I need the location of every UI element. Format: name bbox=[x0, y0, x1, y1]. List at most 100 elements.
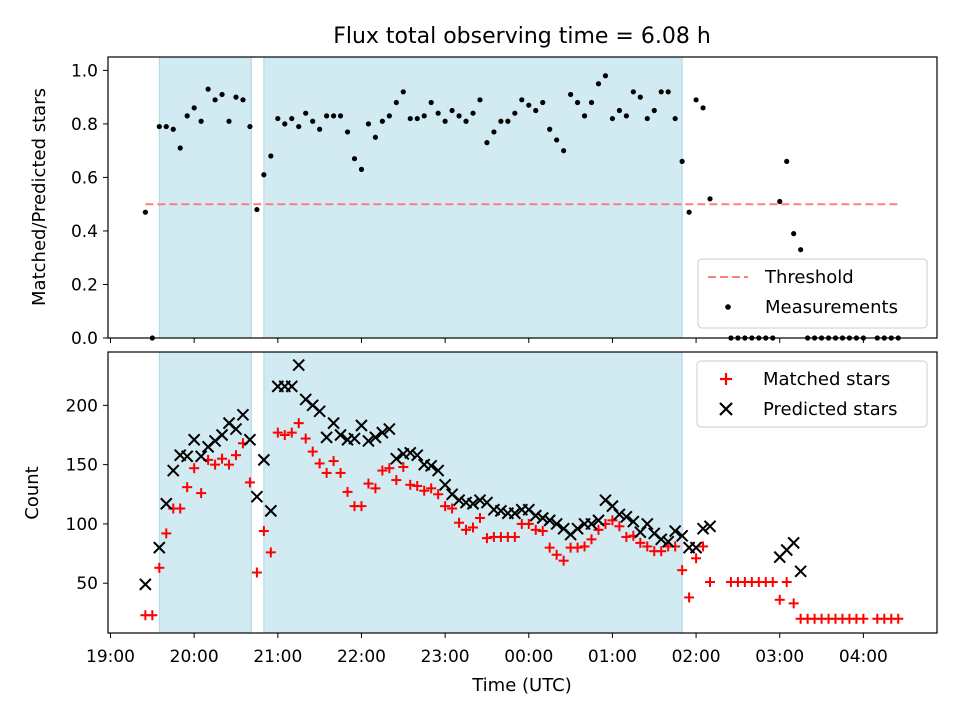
matched-star-point bbox=[433, 489, 444, 500]
legend-predicted-label: Predicted stars bbox=[763, 399, 897, 420]
measurement-point bbox=[337, 113, 344, 119]
y-tick-label: 0.2 bbox=[71, 275, 98, 295]
predicted-star-point bbox=[285, 380, 298, 393]
predicted-star-point bbox=[411, 448, 424, 462]
measurement-point bbox=[623, 113, 629, 119]
measurement-point bbox=[310, 118, 316, 124]
x-tick-label: 02:00 bbox=[672, 647, 721, 667]
measurement-point bbox=[693, 97, 699, 103]
matched-star-point bbox=[182, 482, 193, 493]
matched-star-point bbox=[642, 541, 653, 552]
measurement-point bbox=[616, 107, 622, 114]
measurement-point bbox=[289, 115, 295, 122]
predicted-star-point bbox=[334, 428, 347, 442]
predicted-star-point bbox=[153, 541, 166, 554]
matched-star-point bbox=[509, 531, 520, 542]
predicted-star-point bbox=[473, 493, 487, 507]
predicted-star-point bbox=[466, 497, 480, 510]
matched-star-point bbox=[224, 459, 235, 470]
measurement-point bbox=[344, 129, 351, 135]
measurement-point bbox=[282, 121, 288, 127]
predicted-star-point bbox=[529, 509, 542, 522]
matched-star-point bbox=[607, 515, 618, 526]
measurement-point bbox=[637, 94, 643, 100]
predicted-star-point bbox=[250, 490, 264, 503]
measurement-point bbox=[554, 137, 560, 143]
legend-matched-swatch bbox=[720, 373, 732, 385]
matched-star-point bbox=[774, 594, 785, 605]
measurement-point bbox=[512, 110, 518, 116]
matched-star-point bbox=[523, 518, 534, 529]
predicted-star-point bbox=[243, 433, 257, 446]
matched-star-point bbox=[258, 526, 269, 537]
matched-star-point bbox=[684, 592, 695, 603]
matched-star-point bbox=[147, 610, 158, 621]
y-tick-label: 0.8 bbox=[71, 115, 98, 135]
matched-star-point bbox=[481, 533, 492, 544]
shaded-region bbox=[263, 56, 683, 339]
predicted-star-point bbox=[787, 536, 800, 550]
measurement-point bbox=[470, 110, 476, 116]
predicted-star-point bbox=[655, 533, 668, 546]
predicted-star-point bbox=[613, 508, 626, 521]
chart-title: Flux total observing time = 6.08 h bbox=[333, 24, 711, 49]
matched-star-point bbox=[384, 463, 395, 474]
measurement-point bbox=[386, 113, 392, 119]
matched-star-point bbox=[461, 524, 472, 535]
measurement-point bbox=[644, 115, 650, 122]
predicted-star-point bbox=[571, 522, 584, 535]
x-tick-label: 21:00 bbox=[253, 647, 302, 667]
measurement-point bbox=[254, 206, 260, 213]
predicted-star-point bbox=[675, 529, 689, 542]
matched-star-point bbox=[614, 521, 625, 532]
measurement-point bbox=[268, 153, 274, 159]
top-y-axis: 0.0 0.2 0.4 0.6 0.8 1.0 bbox=[71, 61, 108, 349]
measurement-point bbox=[798, 247, 804, 253]
top-shaded-regions bbox=[158, 56, 683, 339]
matched-star-point bbox=[342, 486, 353, 497]
top-x-ticks bbox=[110, 338, 864, 343]
measurement-point bbox=[324, 113, 330, 119]
predicted-star-point bbox=[508, 507, 522, 520]
x-tick-label: 00:00 bbox=[504, 647, 553, 667]
matched-star-point bbox=[314, 458, 325, 469]
legend-measurements-swatch bbox=[725, 304, 731, 310]
matched-star-point bbox=[307, 446, 318, 457]
matched-star-point bbox=[272, 427, 283, 438]
measurement-point bbox=[526, 102, 532, 108]
y-tick-label: 0.6 bbox=[71, 168, 98, 188]
measurement-point bbox=[651, 107, 657, 114]
matched-star-point bbox=[691, 553, 702, 564]
matched-star-point bbox=[175, 503, 186, 514]
measurement-point bbox=[205, 86, 211, 92]
predicted-stars-series bbox=[139, 358, 807, 591]
matched-star-point bbox=[377, 465, 388, 476]
matched-star-point bbox=[656, 546, 667, 557]
measurement-point bbox=[379, 118, 385, 124]
measurement-point bbox=[463, 118, 469, 124]
predicted-star-point bbox=[431, 464, 445, 477]
bottom-plot-frame bbox=[107, 351, 938, 634]
predicted-star-point bbox=[452, 493, 466, 507]
matched-star-point bbox=[244, 477, 255, 488]
matched-star-point bbox=[788, 598, 799, 609]
predicted-star-point bbox=[292, 358, 305, 372]
matched-star-point bbox=[196, 488, 207, 499]
bottom-y-axis-label: Count bbox=[22, 466, 43, 519]
predicted-star-point bbox=[187, 433, 201, 446]
measurement-point bbox=[630, 89, 636, 95]
matched-stars-series bbox=[140, 418, 904, 624]
matched-star-point bbox=[858, 613, 869, 624]
predicted-star-point bbox=[703, 520, 717, 533]
y-tick-label: 1.0 bbox=[71, 61, 98, 81]
y-tick-label: 200 bbox=[66, 396, 98, 416]
x-tick-label: 23:00 bbox=[421, 647, 470, 667]
predicted-star-point bbox=[543, 514, 556, 527]
measurement-point bbox=[595, 81, 602, 87]
matched-star-point bbox=[356, 501, 367, 512]
measurement-point bbox=[358, 166, 365, 172]
measurement-point bbox=[198, 118, 204, 124]
matched-star-point bbox=[419, 485, 430, 496]
measurement-point bbox=[393, 99, 399, 106]
x-tick-label: 01:00 bbox=[588, 647, 637, 667]
